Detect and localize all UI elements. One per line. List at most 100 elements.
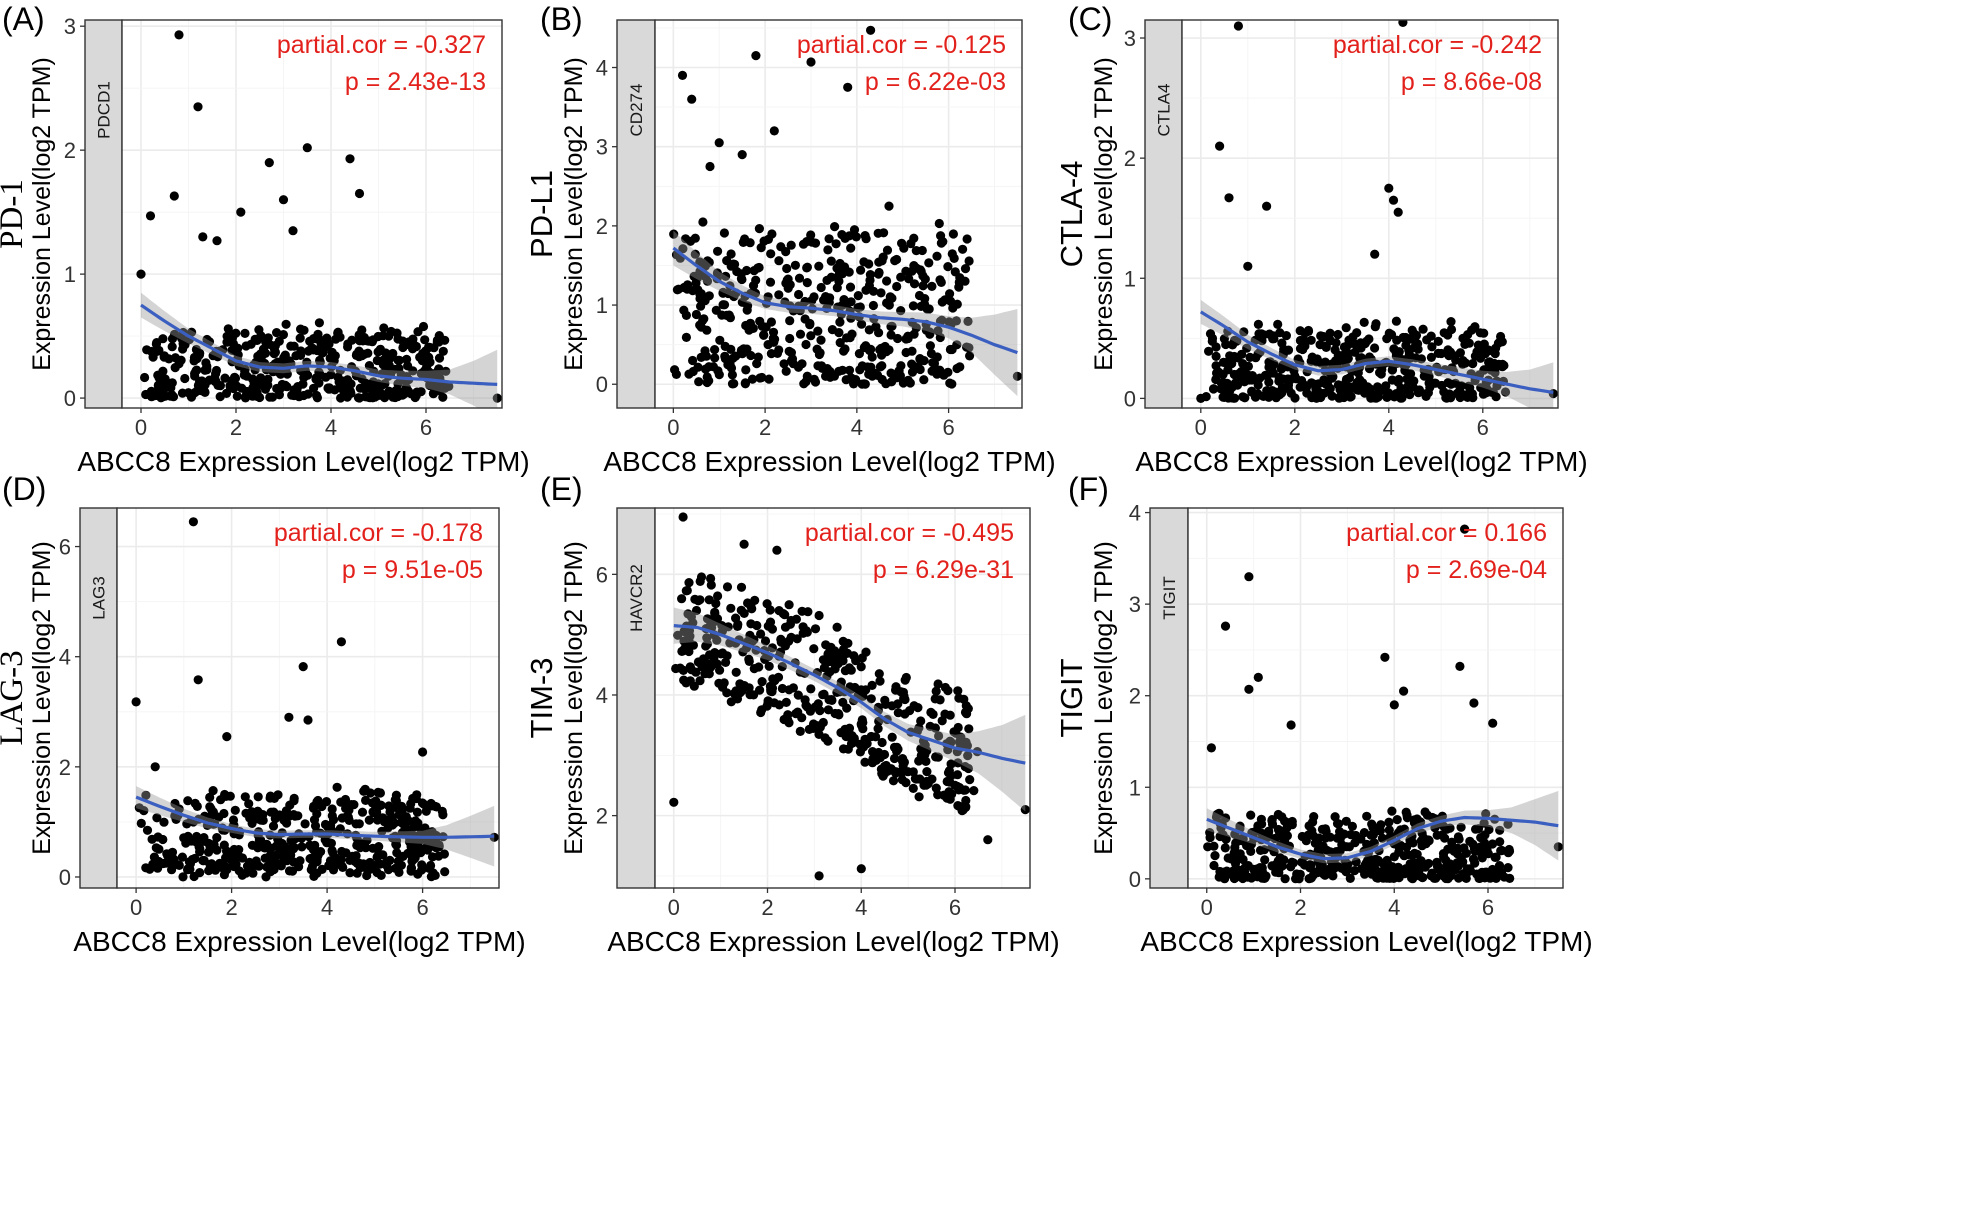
data-point: [352, 868, 362, 878]
data-point: [327, 804, 337, 814]
data-point: [750, 288, 761, 298]
plot-border: [116, 507, 500, 889]
data-point: [848, 738, 858, 748]
data-point: [1384, 817, 1394, 827]
partial-correlation-label: partial.cor = -0.125: [797, 31, 1006, 59]
panel-3: (C) CTLA-4 Expression Level(log2 TPM) CTLA4…: [1054, 1, 1588, 477]
data-point: [842, 703, 852, 713]
data-point: [1418, 324, 1428, 334]
data-point: [362, 835, 372, 845]
data-point: [380, 379, 390, 389]
data-point: [266, 867, 276, 877]
data-point: [315, 355, 325, 365]
data-point: [914, 792, 924, 802]
data-point: [200, 380, 210, 390]
facet-strip-label: CD274: [627, 84, 646, 137]
data-point: [790, 260, 801, 270]
data-point: [732, 621, 743, 632]
data-point: [866, 344, 876, 354]
data-point: [340, 794, 351, 805]
data-point: [286, 341, 296, 351]
data-point: [914, 723, 924, 733]
data-point: [1396, 393, 1406, 403]
data-point: [1330, 345, 1340, 355]
data-point: [949, 727, 959, 737]
data-point: [837, 654, 847, 664]
data-point: [853, 291, 863, 301]
data-point: [437, 806, 447, 817]
x-tick-label: 4: [855, 895, 867, 920]
data-point: [219, 808, 229, 819]
data-point: [1224, 386, 1234, 396]
data-point: [802, 262, 813, 272]
data-point: [368, 393, 378, 403]
data-point: [1230, 858, 1241, 869]
data-point: [324, 384, 334, 394]
data-point: [1491, 343, 1501, 353]
data-point: [265, 791, 276, 801]
data-point: [187, 327, 197, 337]
data-point: [706, 573, 716, 584]
data-point: [1429, 378, 1439, 388]
data-point: [956, 733, 966, 743]
data-point: [1408, 838, 1418, 848]
data-point: [1257, 329, 1267, 339]
data-point: [444, 381, 454, 391]
data-point: [884, 300, 894, 310]
data-point: [1209, 860, 1219, 871]
data-point: [960, 264, 971, 274]
data-point: [1420, 807, 1430, 817]
data-point: [1238, 834, 1248, 844]
data-point: [1320, 379, 1330, 389]
data-point: [1406, 353, 1416, 363]
data-point: [1242, 343, 1252, 353]
p-value-label: p = 2.43e-13: [345, 68, 486, 96]
data-point: [272, 328, 282, 338]
data-point: [388, 348, 398, 359]
data-point: [1486, 387, 1497, 397]
data-point: [383, 865, 394, 875]
data-point: [890, 256, 900, 266]
data-point: [1369, 838, 1379, 848]
data-point: [1398, 865, 1408, 875]
data-point: [363, 383, 373, 393]
data-point: [337, 846, 347, 857]
data-point: [284, 712, 294, 722]
data-point: [677, 70, 688, 80]
data-point: [1479, 818, 1489, 828]
data-point: [739, 608, 749, 619]
y-tick-label: 1: [64, 262, 76, 287]
data-point: [765, 617, 776, 627]
y-axis-label: Expression Level(log2 TPM): [1090, 57, 1118, 371]
data-point: [775, 647, 786, 657]
data-point: [892, 281, 902, 292]
data-point: [396, 817, 406, 828]
data-point: [746, 601, 756, 611]
data-point: [826, 256, 836, 266]
x-tick-label: 6: [1477, 415, 1489, 440]
data-point: [916, 716, 926, 726]
data-point: [202, 334, 212, 345]
data-point: [860, 734, 870, 744]
data-point: [880, 768, 890, 778]
data-point: [240, 364, 250, 374]
data-point: [817, 363, 828, 373]
y-tick-label: 6: [59, 535, 71, 560]
x-axis-label: ABCC8 Expression Level(log2 TPM): [1135, 446, 1587, 477]
data-point: [425, 379, 435, 389]
data-point: [866, 694, 876, 704]
x-tick-label: 0: [667, 415, 679, 440]
y-tick-label: 0: [1129, 867, 1141, 892]
data-point: [888, 776, 899, 786]
data-point: [271, 857, 281, 868]
data-point: [1221, 339, 1231, 350]
data-point: [754, 224, 765, 234]
x-tick-label: 6: [420, 415, 432, 440]
data-point: [930, 694, 940, 704]
data-point: [368, 843, 378, 853]
data-point: [136, 818, 146, 829]
data-point: [254, 835, 264, 845]
data-point: [760, 654, 770, 664]
data-point: [784, 600, 794, 610]
data-point: [285, 800, 295, 810]
